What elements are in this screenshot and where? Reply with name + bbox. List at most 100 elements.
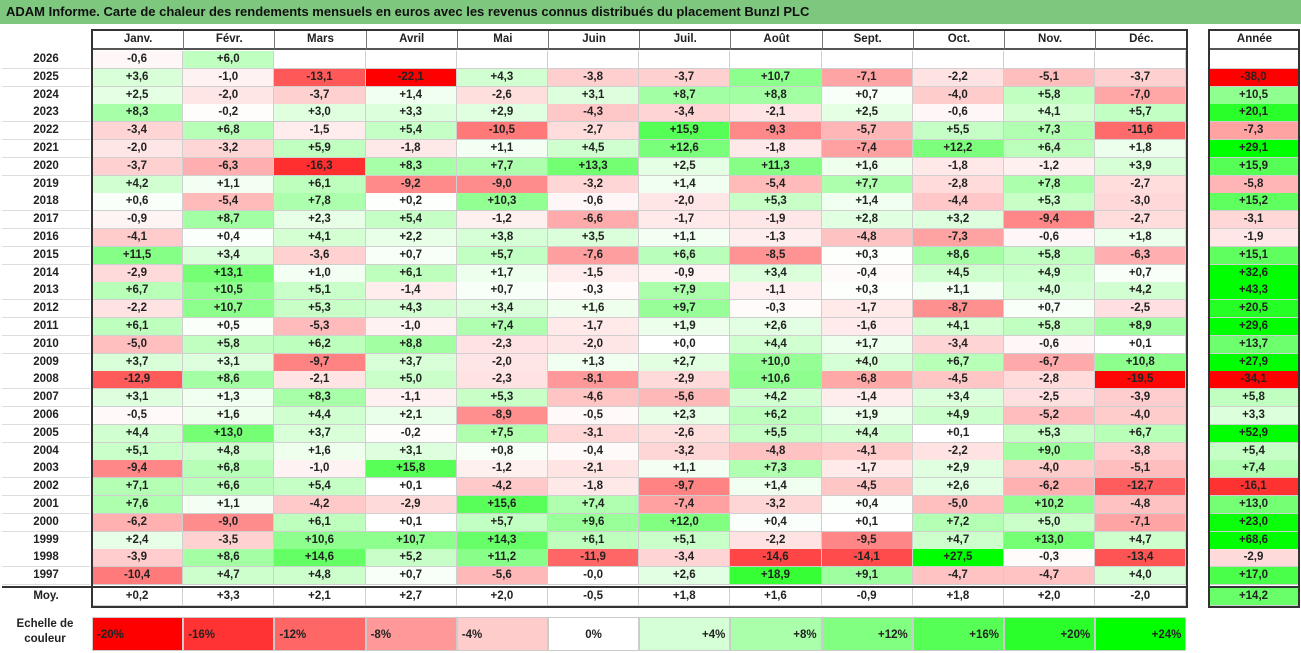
heatmap-cell: +5,1 <box>639 531 731 550</box>
month-header: Juil. <box>639 30 731 50</box>
heatmap-cell: -3,8 <box>548 68 640 87</box>
heatmap-cell: -1,2 <box>456 460 548 479</box>
annual-cell: +5,8 <box>1209 389 1299 408</box>
row-year-label: 2002 <box>2 478 90 497</box>
average-cell: -0,5 <box>548 588 640 606</box>
row-year-label: 2007 <box>2 389 90 408</box>
heatmap-cell: +10,5 <box>183 282 275 301</box>
heatmap-cell: -0,5 <box>548 407 640 425</box>
color-scale-label: Echelle de couleur <box>16 618 74 645</box>
heatmap-cell: +0,7 <box>456 282 548 301</box>
month-header: Févr. <box>183 30 275 50</box>
heatmap-cell: +4,4 <box>92 424 184 443</box>
heatmap-cell: +4,4 <box>821 424 913 443</box>
row-year-label: 2003 <box>2 460 90 479</box>
heatmap-cell: -0,6 <box>92 51 184 69</box>
heatmap-cell: +7,8 <box>274 193 366 212</box>
heatmap-cell: +4,1 <box>274 229 366 247</box>
heatmap-cell: -5,0 <box>92 335 184 354</box>
annual-cell: -2,9 <box>1209 549 1299 568</box>
heatmap-cell: -4,4 <box>912 193 1004 212</box>
heatmap-cell: -9,4 <box>1004 211 1096 230</box>
heatmap-cell: +0,7 <box>365 567 457 586</box>
color-scale-swatch: +16% <box>912 617 1004 651</box>
heatmap-cell: -14,6 <box>730 549 822 568</box>
heatmap-cell: -9,0 <box>456 175 548 194</box>
heatmap-cell: +8,8 <box>730 86 822 105</box>
annual-cell: -5,8 <box>1209 175 1299 194</box>
heatmap-cell: -4,7 <box>1004 567 1096 586</box>
average-cell: +1,8 <box>912 588 1004 606</box>
heatmap-cell: -9,4 <box>92 460 184 479</box>
heatmap-cell: -4,8 <box>1095 496 1187 514</box>
heatmap-cell: +0,8 <box>456 442 548 461</box>
average-separator <box>2 586 1188 588</box>
heatmap-cell: +2,5 <box>92 86 184 105</box>
heatmap-cell: -3,4 <box>639 549 731 568</box>
heatmap-cell: +8,8 <box>365 335 457 354</box>
heatmap-cell: -0,4 <box>548 442 640 461</box>
heatmap-cell: +6,8 <box>183 460 275 479</box>
row-year-label: 2019 <box>2 175 90 194</box>
heatmap-cell: +2,8 <box>821 211 913 230</box>
heatmap-cell <box>365 51 457 69</box>
heatmap-cell: -3,2 <box>183 140 275 158</box>
heatmap-cell: +3,7 <box>365 353 457 372</box>
heatmap-cell: -2,0 <box>639 193 731 212</box>
heatmap-cell: -2,3 <box>456 371 548 390</box>
heatmap-cell: +1,6 <box>183 407 275 425</box>
heatmap-cell: +4,2 <box>1095 282 1187 301</box>
average-cell: +0,2 <box>92 588 184 606</box>
color-scale-swatch: +24% <box>1095 617 1187 651</box>
heatmap-cell: +6,1 <box>92 318 184 336</box>
heatmap-cell: -0,5 <box>92 407 184 425</box>
heatmap-cell: +3,9 <box>1095 157 1187 176</box>
heatmap-cell: -0,6 <box>1004 229 1096 247</box>
heatmap-cell: +7,7 <box>456 157 548 176</box>
heatmap-cell <box>548 51 640 69</box>
heatmap-cell: +10,7 <box>365 531 457 550</box>
heatmap-cell: -1,0 <box>274 460 366 479</box>
heatmap-cell: -0,6 <box>1004 335 1096 354</box>
heatmap-cell: +10,7 <box>183 300 275 319</box>
heatmap-cell: +11,2 <box>456 549 548 568</box>
annual-cell: +3,3 <box>1209 407 1299 425</box>
heatmap-cell: +2,1 <box>365 407 457 425</box>
heatmap-cell: +10,7 <box>730 68 822 87</box>
heatmap-cell: +5,2 <box>365 549 457 568</box>
annual-cell: +29,6 <box>1209 318 1299 336</box>
heatmap-cell: -2,5 <box>1004 389 1096 408</box>
average-cell: +2,1 <box>274 588 366 606</box>
month-header: Juin <box>548 30 640 50</box>
heatmap-cell: -3,7 <box>1095 68 1187 87</box>
heatmap-cell: -3,7 <box>92 157 184 176</box>
row-year-label: 2000 <box>2 513 90 532</box>
average-cell: +3,3 <box>183 588 275 606</box>
heatmap-cell: +8,7 <box>639 86 731 105</box>
row-year-label: 1997 <box>2 567 90 586</box>
heatmap-cell: -13,1 <box>274 68 366 87</box>
month-header: Mars <box>274 30 366 50</box>
heatmap-cell: +4,1 <box>1004 104 1096 123</box>
heatmap-cell: +13,3 <box>548 157 640 176</box>
heatmap-cell: +1,6 <box>274 442 366 461</box>
heatmap-cell: +0,6 <box>92 193 184 212</box>
heatmap-cell: -2,1 <box>548 460 640 479</box>
heatmap-cell: +7,4 <box>456 318 548 336</box>
row-year-label: 1999 <box>2 531 90 550</box>
heatmap-cell: +7,8 <box>1004 175 1096 194</box>
heatmap-cell: +4,4 <box>274 407 366 425</box>
heatmap-cell: -6,2 <box>1004 478 1096 497</box>
heatmap-cell: -0,6 <box>912 104 1004 123</box>
heatmap-cell: +7,1 <box>92 478 184 497</box>
annual-cell: -34,1 <box>1209 371 1299 390</box>
heatmap-cell: +7,7 <box>821 175 913 194</box>
heatmap-cell: -8,1 <box>548 371 640 390</box>
heatmap-cell: +5,4 <box>274 478 366 497</box>
heatmap-cell: +9,6 <box>548 513 640 532</box>
heatmap-cell: -4,8 <box>821 229 913 247</box>
heatmap-cell: -1,8 <box>730 140 822 158</box>
heatmap-cell: -5,4 <box>730 175 822 194</box>
heatmap-cell: -1,5 <box>274 122 366 141</box>
month-header: Oct. <box>912 30 1004 50</box>
